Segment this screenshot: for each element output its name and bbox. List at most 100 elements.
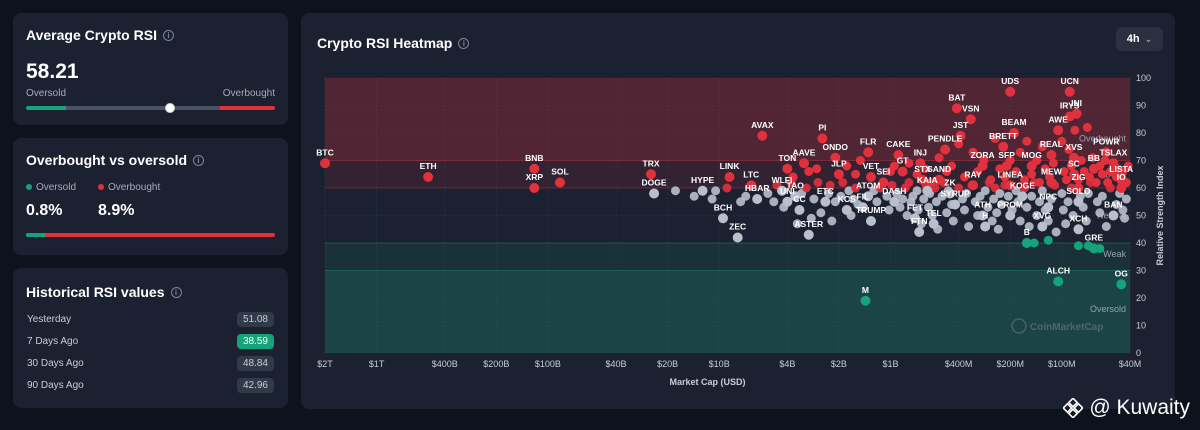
point-label-syrup: SYRUP xyxy=(940,189,970,199)
data-point xyxy=(959,172,969,182)
historical-rsi-card: Historical RSI values i Yesterday 51.08 … xyxy=(13,268,288,408)
historical-row-value: 51.08 xyxy=(236,311,274,327)
info-icon[interactable]: i xyxy=(162,29,174,41)
data-point xyxy=(927,211,937,220)
point-label-fet: FET xyxy=(907,202,924,212)
data-point xyxy=(1040,164,1050,174)
point-label-kaia: KAIA xyxy=(917,175,938,185)
info-icon[interactable]: i xyxy=(170,286,182,298)
data-point xyxy=(980,186,990,196)
data-point xyxy=(1003,191,1013,201)
point-label-trx: TRX xyxy=(643,158,660,168)
info-icon[interactable]: i xyxy=(458,37,470,49)
zone-label: Overbought xyxy=(1079,134,1127,144)
data-point xyxy=(990,134,1000,143)
data-point xyxy=(1064,145,1074,154)
data-point xyxy=(1037,186,1047,196)
data-point xyxy=(1000,172,1010,182)
point-label-irys: IRYS xyxy=(1060,101,1080,111)
data-point xyxy=(1066,183,1076,193)
data-point xyxy=(902,211,912,220)
info-icon[interactable]: i xyxy=(193,154,205,166)
ob-vs-os-bar xyxy=(26,233,275,237)
data-point xyxy=(1057,136,1067,146)
data-point xyxy=(959,205,969,215)
data-point xyxy=(801,183,811,193)
timeframe-dropdown[interactable]: 4h ⌄ xyxy=(1116,27,1163,51)
data-point xyxy=(937,191,947,201)
data-point-xch xyxy=(1073,224,1084,235)
point-label-pendle: PENDLE xyxy=(928,134,963,144)
data-point xyxy=(1024,222,1034,231)
data-point-io xyxy=(1116,183,1127,193)
historical-row-label: 7 Days Ago xyxy=(27,335,79,347)
data-point-uni xyxy=(782,196,793,207)
data-point xyxy=(813,178,823,187)
data-point-ucn xyxy=(1064,86,1075,97)
data-point xyxy=(954,183,964,193)
data-point xyxy=(1081,216,1091,226)
historical-row-90-days: 90 Days Ago 42.96 xyxy=(27,376,274,394)
data-point xyxy=(1070,125,1080,135)
data-point xyxy=(1059,167,1069,176)
data-point xyxy=(809,194,819,204)
data-point xyxy=(1121,194,1131,204)
x-tick-label: $2B xyxy=(831,359,847,369)
point-label-jlp: JLP xyxy=(831,158,847,168)
data-point xyxy=(824,189,834,198)
y-tick-label: 30 xyxy=(1136,266,1146,276)
data-point-stx xyxy=(917,174,928,185)
heatmap-title: Crypto RSI Heatmap xyxy=(317,35,453,51)
data-point-sand xyxy=(934,174,945,185)
data-point-jst xyxy=(955,130,966,141)
point-label-m: M xyxy=(862,285,869,295)
point-label-awe: AWE xyxy=(1049,114,1069,124)
data-point-beam xyxy=(1009,128,1020,138)
point-label-vsn: VSN xyxy=(962,103,979,113)
data-point xyxy=(898,194,908,204)
x-tick-label: $1T xyxy=(369,359,385,369)
data-point xyxy=(1011,167,1021,176)
data-point-trx xyxy=(646,169,657,180)
x-tick-label: $400M xyxy=(945,359,973,369)
data-point-vsn xyxy=(965,114,976,125)
data-point-solo xyxy=(1073,196,1084,207)
data-point-syrup xyxy=(950,199,961,210)
point-label-ath: ATH xyxy=(974,200,991,210)
point-label-etc: ETC xyxy=(817,186,834,196)
data-point xyxy=(986,175,996,185)
historical-title-row: Historical RSI values i xyxy=(26,284,182,300)
point-label-eth: ETH xyxy=(420,161,437,171)
x-tick-label: $100B xyxy=(535,359,561,369)
data-point xyxy=(968,147,978,157)
data-point xyxy=(1105,167,1115,176)
data-point xyxy=(707,194,717,204)
data-point-xvg xyxy=(1037,221,1048,232)
data-point xyxy=(934,153,944,163)
data-point-m xyxy=(860,295,871,306)
point-label-link: LINK xyxy=(720,161,741,171)
y-axis-label: Relative Strength Index xyxy=(1155,165,1165,265)
data-point-og xyxy=(1116,279,1127,290)
data-point xyxy=(904,158,914,168)
data-point-zora xyxy=(977,161,988,171)
gauge-knob xyxy=(165,103,176,113)
y-tick-label: 0 xyxy=(1136,348,1141,358)
point-label-real: REAL xyxy=(1040,139,1063,149)
point-label-xvs: XVS xyxy=(1065,142,1082,152)
rsi-heatmap-card: Crypto RSI Heatmap i 4h ⌄ OverboughtStro… xyxy=(301,13,1175,409)
data-point xyxy=(836,191,846,201)
data-point-gt xyxy=(897,166,908,177)
ob-vs-os-oversold-fill xyxy=(26,233,46,237)
data-point xyxy=(1057,189,1067,198)
data-point-etc xyxy=(820,196,831,207)
overbought-vs-oversold-card: Overbought vs oversold i Oversold Overbo… xyxy=(13,138,288,255)
data-point-tslax xyxy=(1108,158,1119,169)
historical-row-label: 90 Days Ago xyxy=(27,379,84,391)
data-point xyxy=(1084,172,1094,182)
data-point xyxy=(954,139,964,149)
y-tick-label: 40 xyxy=(1136,238,1146,248)
data-point-aster xyxy=(803,229,814,240)
point-label-uds: UDS xyxy=(1001,76,1019,86)
data-point xyxy=(1051,227,1061,237)
